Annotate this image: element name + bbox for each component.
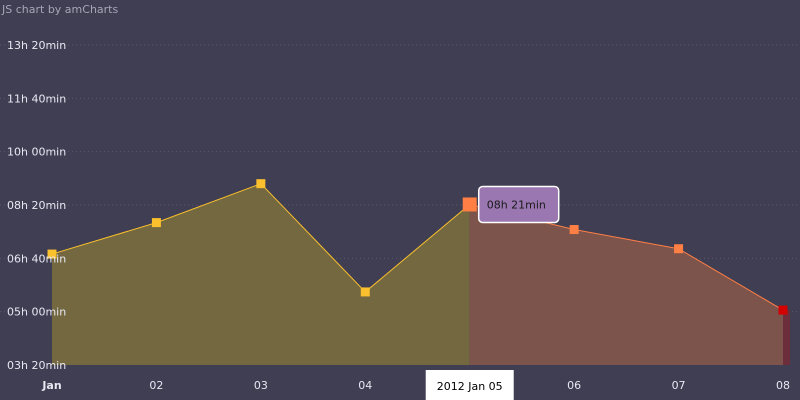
area-segment-1	[52, 183, 470, 365]
x-tick-label: 08	[776, 379, 790, 392]
data-point[interactable]	[151, 218, 161, 228]
cursor-date-label-bg	[425, 370, 514, 400]
y-tick-label: 03h 20min	[7, 359, 66, 372]
x-axis-ticks: Jan 02 03 04 06 07 08	[41, 379, 790, 392]
x-tick-label: 04	[358, 379, 372, 392]
data-point[interactable]	[674, 244, 684, 254]
data-point[interactable]	[462, 197, 477, 212]
y-tick-label: 13h 20min	[7, 39, 66, 52]
data-point[interactable]	[256, 179, 266, 189]
x-tick-label: 03	[254, 379, 268, 392]
y-tick-label: 10h 00min	[7, 146, 66, 159]
y-tick-label: 05h 00min	[7, 306, 66, 319]
area-segment-2	[469, 204, 783, 365]
data-point[interactable]	[778, 305, 788, 315]
cursor-date-label: 2012 Jan 05	[437, 380, 503, 393]
area-layer	[52, 183, 790, 365]
x-tick-label: Jan	[41, 379, 61, 392]
y-tick-label: 08h 20min	[7, 199, 66, 212]
y-tick-label: 06h 40min	[7, 252, 66, 265]
tooltip-text: 08h 21min	[487, 198, 546, 211]
data-point[interactable]	[47, 249, 57, 259]
x-tick-label: 02	[149, 379, 163, 392]
point-layer	[47, 179, 788, 315]
y-axis-ticks: 03h 20min 05h 00min 06h 40min 08h 20min 10h …	[7, 39, 66, 372]
x-tick-label: 07	[672, 379, 686, 392]
data-point[interactable]	[569, 225, 579, 235]
area-segment-3	[783, 310, 790, 365]
tooltip-box	[477, 185, 560, 224]
cursor-layer: 2012 Jan 05	[425, 370, 514, 400]
x-tick-label: 06	[567, 379, 581, 392]
chart-credit[interactable]: JS chart by amCharts	[2, 3, 119, 16]
y-tick-label: 11h 40min	[7, 92, 66, 105]
tooltip-layer: 08h 21min	[477, 185, 560, 224]
data-point[interactable]	[360, 287, 370, 297]
